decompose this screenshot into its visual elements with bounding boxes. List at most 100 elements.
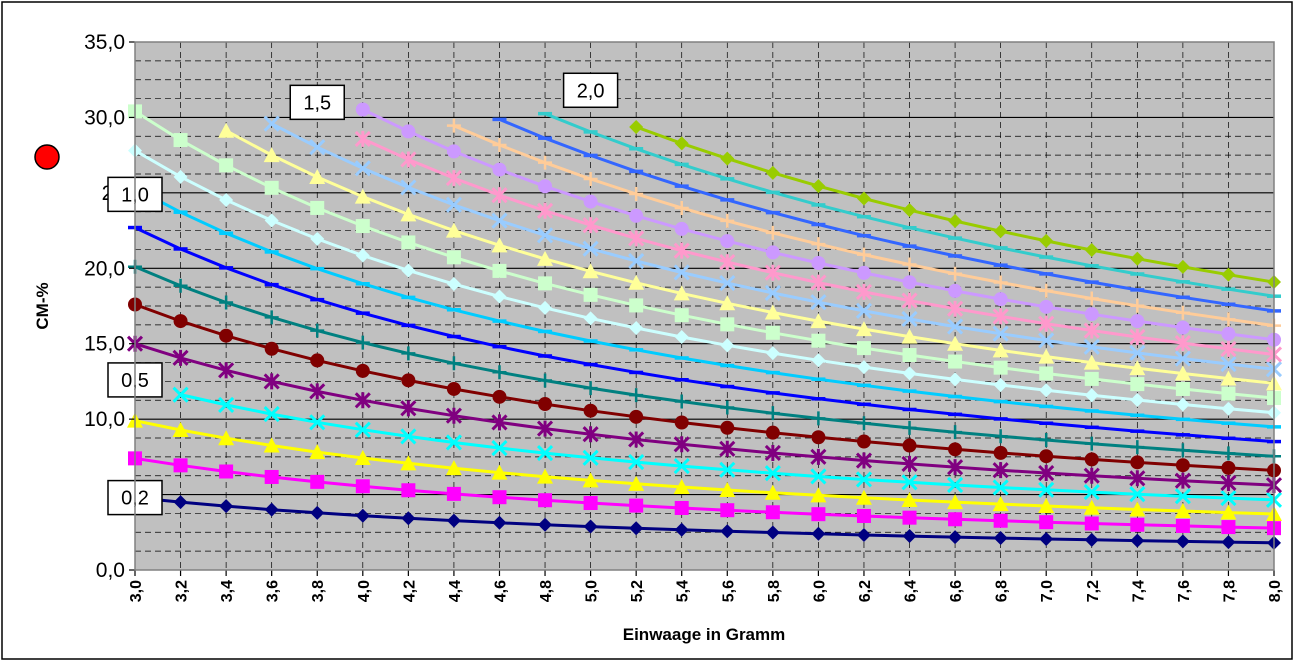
data-point-marker [765,165,780,180]
data-point-marker [948,372,963,387]
data-point-marker [173,495,188,510]
data-point-marker [810,468,827,485]
data-point-marker [902,257,917,272]
data-point-marker [1038,497,1055,513]
data-point-marker [173,278,188,293]
data-point-marker [901,474,918,491]
data-point-marker [538,276,553,291]
data-point-marker [720,234,735,249]
data-point-marker [219,499,234,514]
data-point-marker [263,115,280,132]
data-point-marker [492,162,507,177]
data-point-marker [1083,354,1100,370]
data-point-marker [902,366,917,381]
series-18 [538,111,1281,298]
data-point-marker [582,263,599,279]
series-line [134,110,1275,400]
data-point-marker [1220,489,1237,507]
data-point-marker [219,192,234,207]
data-point-marker [537,468,554,484]
data-point-marker [1130,440,1145,455]
data-point-marker [765,325,780,340]
data-point-marker [492,137,507,152]
data-point-marker [400,455,417,471]
data-point-marker [674,136,689,151]
series-11 [128,104,1281,406]
data-point-marker [491,414,508,431]
data-point-marker [902,203,917,218]
data-point-marker [810,274,827,291]
data-point-marker [1175,305,1190,320]
data-point-marker [1175,259,1190,274]
data-point-marker [947,335,964,351]
series-14 [354,130,1283,363]
data-point-marker [583,403,598,418]
data-point-marker [536,227,554,244]
data-point-marker [993,377,1008,392]
data-point-marker [355,363,370,378]
data-point-marker [583,381,598,396]
data-point-marker [719,254,736,271]
legend-marker-red-dot [34,144,60,170]
data-point-marker [1130,314,1145,329]
data-point-marker [310,323,325,338]
data-point-marker [582,240,599,257]
data-point-marker [993,292,1008,307]
y-tick-label: 20,0 [84,257,125,280]
data-point-marker [219,158,234,173]
data-point-marker [583,519,598,534]
data-point-marker [1174,503,1191,519]
data-point-marker [1174,335,1191,352]
data-point-marker [538,493,553,508]
series-15 [355,102,1281,347]
y-tick-label: 15,0 [84,333,125,356]
data-point-marker [583,194,598,209]
data-point-marker [1038,348,1055,364]
data-point-marker [1130,517,1145,532]
data-point-marker [1175,320,1190,335]
data-point-marker [445,170,462,187]
data-point-marker [902,510,917,525]
data-point-marker [263,406,280,423]
data-point-marker [582,472,599,488]
data-point-marker [1130,455,1145,470]
data-point-marker [810,313,827,329]
series-19 [629,120,1281,290]
data-point-marker [764,484,781,500]
data-point-marker [538,397,553,412]
annotation-label: 1,5 [289,84,345,121]
data-point-marker [445,407,462,424]
data-point-marker [445,222,462,238]
data-point-marker [401,511,416,526]
x-tick-label: 4,4 [447,580,464,602]
data-point-marker [993,513,1008,528]
data-point-marker [674,200,689,215]
data-point-marker [446,356,461,371]
data-point-marker [492,365,507,380]
data-point-marker [445,434,462,451]
data-point-marker [400,400,417,417]
data-point-marker [1039,515,1054,530]
data-point-marker [628,454,645,471]
x-tick-label: 7,4 [1130,580,1147,602]
data-point-marker [538,300,553,315]
data-point-marker [1038,481,1055,498]
data-point-marker [264,502,279,517]
x-tick-label: 6,4 [903,580,920,602]
data-point-marker [674,308,689,323]
data-point-marker [401,124,416,139]
annotation-text: 1,5 [303,92,331,114]
y-tick-label: 10,0 [84,408,125,431]
data-point-marker [992,325,1009,342]
data-point-marker [264,213,279,228]
data-point-marker [310,200,325,215]
data-point-marker [401,346,416,361]
data-point-marker [719,481,736,497]
data-point-marker [855,321,872,337]
data-point-marker [1038,464,1055,482]
data-point-marker [764,304,781,320]
series-line [498,118,1275,313]
data-point-marker [855,283,873,300]
series-line [134,496,1275,545]
